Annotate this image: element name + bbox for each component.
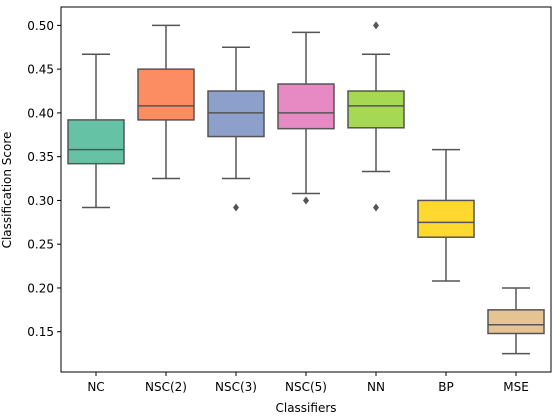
box-group: [207, 46, 265, 212]
iqr-box: [347, 90, 405, 129]
y-axis-title: Classification Score: [0, 132, 14, 249]
y-tick-label: 0.50: [27, 19, 54, 33]
x-tick-label: NN: [367, 380, 385, 394]
box-series: [67, 21, 545, 355]
box-group: [487, 287, 545, 355]
x-tick-label: NC: [87, 380, 104, 394]
box-group: [417, 148, 475, 282]
box-group: [277, 31, 335, 205]
x-tick-label: MSE: [503, 380, 529, 394]
x-tick-label: NSC(3): [215, 380, 257, 394]
box-group: [137, 24, 195, 180]
outlier-point: [303, 196, 309, 205]
box-group: [347, 21, 405, 212]
x-tick-label: NSC(5): [285, 380, 327, 394]
y-tick-label: 0.25: [27, 238, 54, 252]
y-tick-label: 0.35: [27, 150, 54, 164]
iqr-box: [417, 199, 475, 238]
iqr-box: [487, 309, 545, 335]
y-tick-label: 0.15: [27, 325, 54, 339]
y-axis: 0.15 0.20 0.25 0.30 0.35 0.40 0.45 0.50: [27, 19, 61, 339]
x-tick-label: BP: [438, 380, 453, 394]
iqr-box: [207, 90, 265, 138]
y-tick-label: 0.30: [27, 194, 54, 208]
outlier-point: [373, 203, 379, 212]
outlier-point: [373, 21, 379, 30]
box-group: [67, 53, 125, 209]
x-axis: NC NSC(2) NSC(3) NSC(5) NN BP MSE: [87, 372, 529, 394]
x-tick-label: NSC(2): [145, 380, 187, 394]
y-tick-label: 0.40: [27, 106, 54, 120]
y-tick-label: 0.20: [27, 281, 54, 295]
iqr-box: [137, 68, 195, 121]
iqr-box: [67, 119, 125, 165]
y-tick-label: 0.45: [27, 63, 54, 77]
outlier-point: [233, 203, 239, 212]
x-axis-title: Classifiers: [275, 401, 336, 415]
iqr-box: [277, 83, 335, 130]
